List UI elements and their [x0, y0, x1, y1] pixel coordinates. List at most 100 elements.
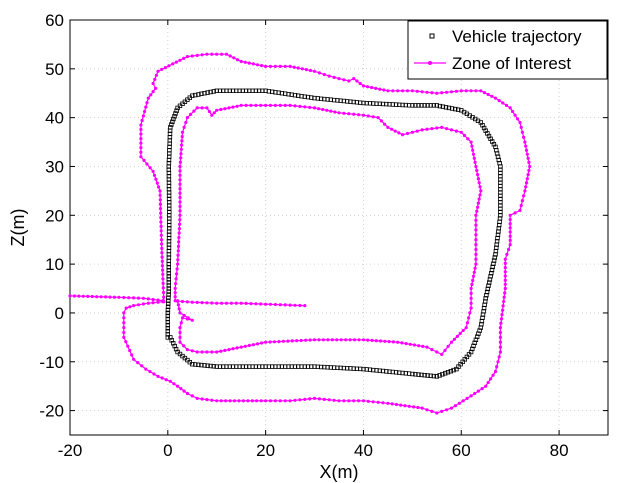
trajectory-point — [166, 286, 171, 291]
zone-point — [449, 90, 454, 94]
trajectory-point — [452, 106, 458, 112]
trajectory-point — [493, 252, 498, 257]
zone-point — [391, 340, 395, 344]
zone-point — [473, 391, 477, 396]
zone-point — [358, 81, 362, 86]
zone-point — [288, 399, 292, 403]
trajectory-point — [247, 364, 252, 369]
zone-point — [471, 274, 476, 278]
zone-point — [378, 87, 382, 91]
trajectory-point — [289, 364, 294, 369]
zone-point — [503, 261, 507, 265]
zone-point — [383, 122, 387, 126]
trajectory-point — [325, 97, 330, 102]
zone-point — [200, 397, 204, 401]
trajectory-point — [491, 258, 497, 263]
zone-point — [474, 257, 478, 261]
zone-of-interest-series — [68, 52, 532, 415]
zone-point — [404, 342, 408, 346]
zone-point — [469, 296, 473, 300]
zone-point — [327, 398, 331, 402]
zone-point — [469, 306, 473, 310]
trajectory-point — [165, 332, 170, 337]
zone-point — [502, 295, 506, 299]
zone-point — [474, 228, 478, 232]
zone-point — [210, 301, 214, 305]
zone-point — [508, 213, 512, 217]
zone-point — [425, 90, 429, 94]
trajectory-point — [208, 89, 213, 95]
zone-point — [72, 294, 76, 298]
zone-point — [303, 105, 307, 109]
y-tick-label: 20 — [45, 206, 64, 225]
zone-point — [470, 282, 474, 287]
zone-point — [178, 218, 182, 222]
zone-point — [177, 307, 181, 311]
zone-point — [249, 302, 253, 306]
vehicle-trajectory-series — [165, 88, 503, 379]
zone-point — [146, 301, 150, 305]
y-tick-label: -10 — [39, 353, 64, 372]
zone-point — [403, 404, 407, 408]
zone-point — [474, 89, 478, 93]
zone-point — [476, 177, 480, 181]
trajectory-point — [377, 101, 382, 106]
zone-point — [352, 112, 356, 116]
zone-point — [420, 90, 424, 94]
trajectory-point — [166, 267, 171, 273]
zone-point — [255, 399, 259, 403]
zone-point — [117, 295, 121, 299]
zone-point — [293, 398, 297, 402]
zone-point — [466, 137, 470, 141]
zone-point — [322, 72, 326, 77]
trajectory-point — [498, 200, 503, 205]
zone-point — [176, 303, 180, 307]
zone-point — [160, 246, 164, 250]
zone-point — [178, 191, 182, 195]
zone-point — [445, 127, 449, 131]
zone-point — [205, 52, 209, 56]
zone-point — [249, 103, 253, 107]
zone-point — [454, 89, 458, 93]
zone-point — [178, 222, 182, 226]
zone-point — [337, 111, 341, 115]
trajectory-point — [202, 91, 207, 96]
zone-point — [174, 277, 178, 281]
zone-point — [303, 397, 307, 401]
zone-point — [518, 120, 522, 125]
x-axis-label: X(m) — [320, 462, 359, 482]
zone-point — [508, 222, 512, 226]
zone-point — [410, 89, 414, 93]
zone-point — [435, 126, 439, 130]
zone-point — [139, 123, 143, 127]
zone-point — [474, 164, 478, 169]
zone-point — [317, 71, 321, 75]
zone-point — [501, 308, 505, 312]
zone-point — [144, 367, 148, 371]
zone-point — [182, 313, 186, 317]
zone-point — [212, 111, 216, 115]
zone-point — [478, 185, 482, 189]
zone-point — [250, 399, 254, 403]
zone-point — [335, 338, 339, 342]
zone-point — [386, 125, 390, 129]
zone-point — [127, 296, 131, 300]
zone-point — [112, 295, 117, 299]
trajectory-point — [196, 92, 201, 97]
trajectory-point — [166, 271, 171, 276]
zone-point — [474, 243, 478, 247]
zone-point — [391, 89, 395, 93]
zone-point — [223, 348, 227, 352]
zone-point — [176, 249, 180, 253]
zone-point — [440, 91, 444, 95]
zone-point — [469, 291, 473, 295]
zone-point — [527, 168, 531, 173]
zone-point — [498, 340, 502, 344]
zone-point — [176, 262, 180, 266]
zone-point — [469, 394, 473, 398]
trajectory-point — [470, 346, 475, 352]
zone-point — [347, 112, 351, 116]
trajectory-point — [416, 372, 421, 377]
zone-point — [175, 272, 179, 276]
zone-point — [522, 194, 526, 198]
